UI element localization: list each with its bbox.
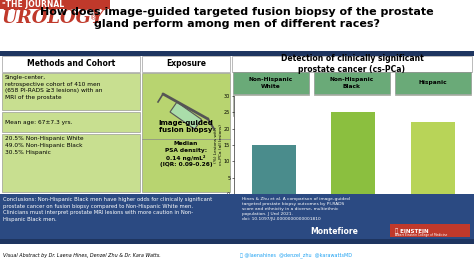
Text: (ref): (ref) [266,110,276,114]
Text: UROLOGY: UROLOGY [2,9,105,27]
Bar [2,134,140,192]
Text: Non-Hispanic
Black: Non-Hispanic Black [330,77,374,89]
Bar [233,95,309,116]
Text: Hines & Zhu et al. A comparison of image-guided
targeted prostate biopsy outcome: Hines & Zhu et al. A comparison of image… [242,197,350,221]
Text: Median
PSA density:
0.14 ng/mL²
(IQR: 0.09-0.26): Median PSA density: 0.14 ng/mL² (IQR: 0.… [160,141,212,167]
Bar [252,145,295,194]
Text: Single-center,
retrospective cohort of 410 men
(658 PI-RADS ≥3 lesions) with an
: Single-center, retrospective cohort of 4… [5,75,102,100]
Text: Montefiore: Montefiore [310,227,358,236]
Bar [395,72,471,94]
Bar [395,95,471,116]
Bar [142,73,230,192]
Text: Hispanic: Hispanic [419,80,447,85]
Text: OR: 1: OR: 1 [258,97,284,106]
Text: Albert Einstein College of Medicine: Albert Einstein College of Medicine [395,233,447,237]
Bar [314,72,390,94]
Bar [0,51,474,56]
Text: ᵒTHE JOURNAL: ᵒTHE JOURNAL [2,1,64,10]
Text: OR: 2.67: OR: 2.67 [332,97,372,106]
Bar [0,0,110,9]
Text: Conclusions: Non-Hispanic Black men have higher odds for clinically significant
: Conclusions: Non-Hispanic Black men have… [3,197,212,222]
Bar [2,112,140,132]
Bar [0,239,474,244]
Text: Visual Abstract by Dr. Laena Hines, Denzel Zhu & Dr. Kara Watts.: Visual Abstract by Dr. Laena Hines, Denz… [3,253,161,258]
Text: Mean age: 67±7.3 yrs.: Mean age: 67±7.3 yrs. [5,119,73,124]
Text: OR: 1.90: OR: 1.90 [413,97,453,106]
Bar [331,112,375,194]
Bar [232,56,472,72]
Text: 🐦 @laenahines  @denzel_zhu  @karawattsMD: 🐦 @laenahines @denzel_zhu @karawattsMD [240,252,352,258]
Bar [2,56,140,72]
Bar [2,73,140,110]
Text: Exposure: Exposure [166,59,206,68]
Text: How does image-guided targeted fusion biopsy of the prostate
gland perform among: How does image-guided targeted fusion bi… [40,7,434,29]
Text: Methods and Cohort: Methods and Cohort [27,59,115,68]
Bar [142,56,230,72]
Text: p = 0.22: p = 0.22 [422,110,444,114]
Text: Detection of clinically significant
prostate cancer (cs-PCa): Detection of clinically significant pros… [281,54,423,74]
Text: ⯈ EINSTEIN: ⯈ EINSTEIN [395,228,428,234]
Bar [170,102,201,129]
Bar [390,224,470,237]
Text: p = 0.045: p = 0.045 [340,110,364,114]
Bar [314,95,390,116]
Bar [411,122,455,194]
Bar [233,72,309,94]
Text: Non-Hispanic
White: Non-Hispanic White [249,77,293,89]
Text: Image-guided
fusion biopsy: Image-guided fusion biopsy [159,119,213,132]
Y-axis label: (%) Lesions with
cs-PCa (all lesions): (%) Lesions with cs-PCa (all lesions) [214,124,223,165]
Text: 20.5% Non-Hispanic White
49.0% Non-Hispanic Black
30.5% Hispanic: 20.5% Non-Hispanic White 49.0% Non-Hispa… [5,136,83,155]
Text: ®: ® [90,15,97,21]
